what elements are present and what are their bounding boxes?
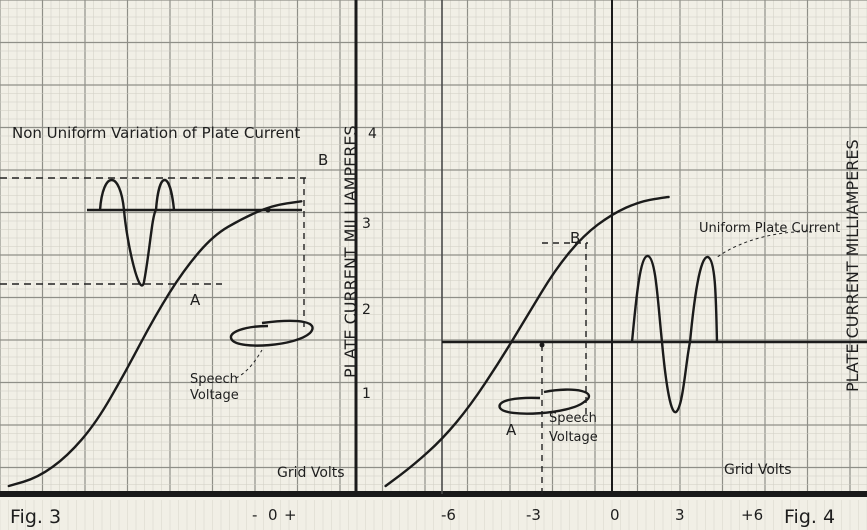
- fig4-operating-point: [539, 342, 545, 348]
- fig4-x-tick-plus6: +6: [741, 506, 763, 524]
- axes: [0, 0, 867, 497]
- fig4-input-wave: [498, 388, 591, 415]
- fig4-y-axis-label: PLATE CURRENT MILLIAMPERES: [843, 139, 862, 392]
- fig3-x-tick-minus: -: [252, 506, 257, 524]
- fig3-y-tick-3: 3: [362, 216, 371, 232]
- fig3-y-axis-label: PLATE CURRENT MILLIAMPERES: [341, 125, 360, 378]
- fig3-speech-arrow: [235, 349, 263, 379]
- fig3-label: Fig. 3: [10, 506, 61, 528]
- fig4-characteristic-curve: [384, 195, 670, 488]
- fig4-x-tick-3: 3: [675, 506, 685, 524]
- fig3-x-axis-label: Grid Volts: [277, 465, 345, 481]
- fig3-point-b-label: B: [318, 151, 328, 169]
- fig3-y-tick-4: 4: [368, 126, 377, 142]
- fig4-speech-label: Speech: [549, 411, 597, 426]
- fig4-x-tick-minus3: -3: [526, 506, 541, 524]
- fig4-x-tick-minus6: -6: [441, 506, 456, 524]
- fig4-point-a-label: A: [506, 421, 517, 439]
- fig4-voltage-label: Voltage: [549, 430, 598, 445]
- fig3-y-tick-1: 1: [362, 386, 371, 402]
- fig3-operating-point: [265, 207, 271, 213]
- chart-marks: [0, 177, 867, 494]
- fig3-speech-label: Speech: [190, 372, 238, 387]
- fig3-input-wave: [229, 319, 314, 347]
- fig4-point-b-label: B: [570, 229, 580, 247]
- fig3-voltage-label: Voltage: [190, 388, 239, 403]
- fig4-annotation: Uniform Plate Current: [699, 221, 840, 236]
- fig4-x-axis-label: Grid Volts: [724, 462, 792, 478]
- fig3-x-tick-zero: 0: [268, 506, 278, 524]
- fig3-output-wave: [98, 178, 176, 287]
- fig4-output-wave: [630, 254, 719, 414]
- fig4-label: Fig. 4: [784, 506, 835, 528]
- fig3-point-a-label: A: [190, 291, 201, 309]
- fig3-y-tick-2: 2: [362, 302, 371, 318]
- fig3-annotation: Non Uniform Variation of Plate Current: [12, 124, 300, 142]
- fig4-x-tick-0: 0: [610, 506, 620, 524]
- fig3-x-tick-plus: +: [284, 506, 297, 524]
- fig4-uniform-arrow: [715, 231, 813, 259]
